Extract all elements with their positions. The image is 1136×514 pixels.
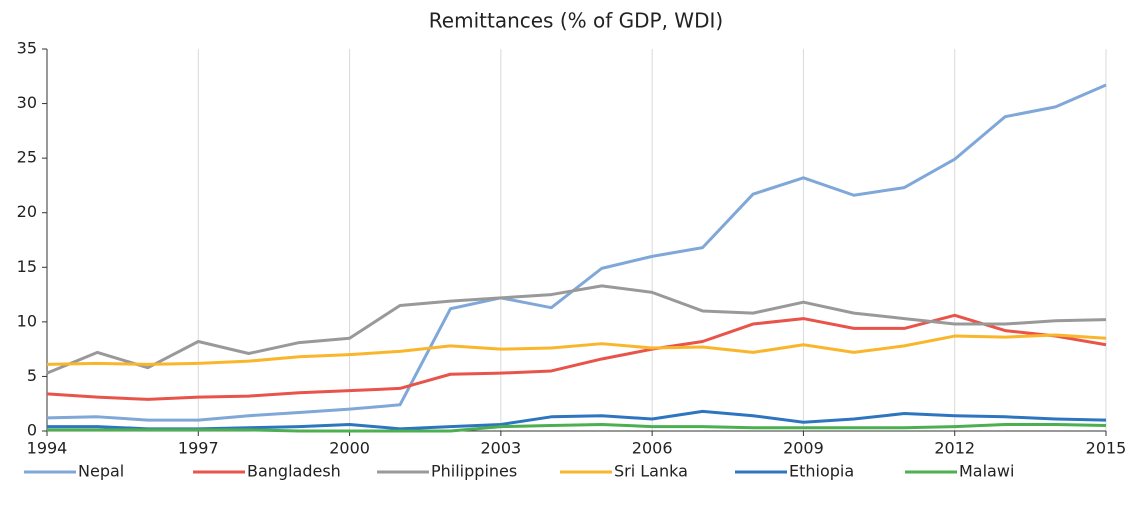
series-line bbox=[46, 333, 1107, 366]
y-tick-label: 10 bbox=[17, 311, 37, 330]
series-line bbox=[47, 422, 1107, 433]
x-tick-label: 1997 bbox=[178, 439, 219, 458]
y-tick-label: 0 bbox=[27, 421, 37, 440]
y-tick-label: 5 bbox=[27, 366, 37, 385]
y-tick-label: 30 bbox=[17, 93, 37, 112]
x-tick-label: 2003 bbox=[480, 439, 521, 458]
y-tick-label: 15 bbox=[17, 257, 37, 276]
y-tick-label: 20 bbox=[17, 202, 37, 221]
y-tick-label: 25 bbox=[17, 148, 37, 167]
legend-label: Ethiopia bbox=[789, 462, 854, 481]
series-line bbox=[46, 284, 1107, 375]
series-line bbox=[46, 313, 1107, 401]
legend-label: Sri Lanka bbox=[614, 462, 688, 481]
x-tick-label: 2012 bbox=[934, 439, 975, 458]
x-tick-label: 2015 bbox=[1086, 439, 1127, 458]
legend-label: Malawi bbox=[959, 462, 1014, 481]
y-tick-label: 35 bbox=[17, 39, 37, 58]
legend-label: Nepal bbox=[78, 462, 124, 481]
x-tick-label: 2006 bbox=[632, 439, 673, 458]
legend-label: Philippines bbox=[431, 462, 517, 481]
series-line bbox=[46, 83, 1107, 422]
series-line bbox=[47, 409, 1107, 431]
x-tick-label: 1994 bbox=[27, 439, 68, 458]
x-tick-label: 2000 bbox=[329, 439, 370, 458]
x-tick-label: 2009 bbox=[783, 439, 824, 458]
chart-title: Remittances (% of GDP, WDI) bbox=[429, 9, 723, 33]
legend-label: Bangladesh bbox=[247, 462, 341, 481]
